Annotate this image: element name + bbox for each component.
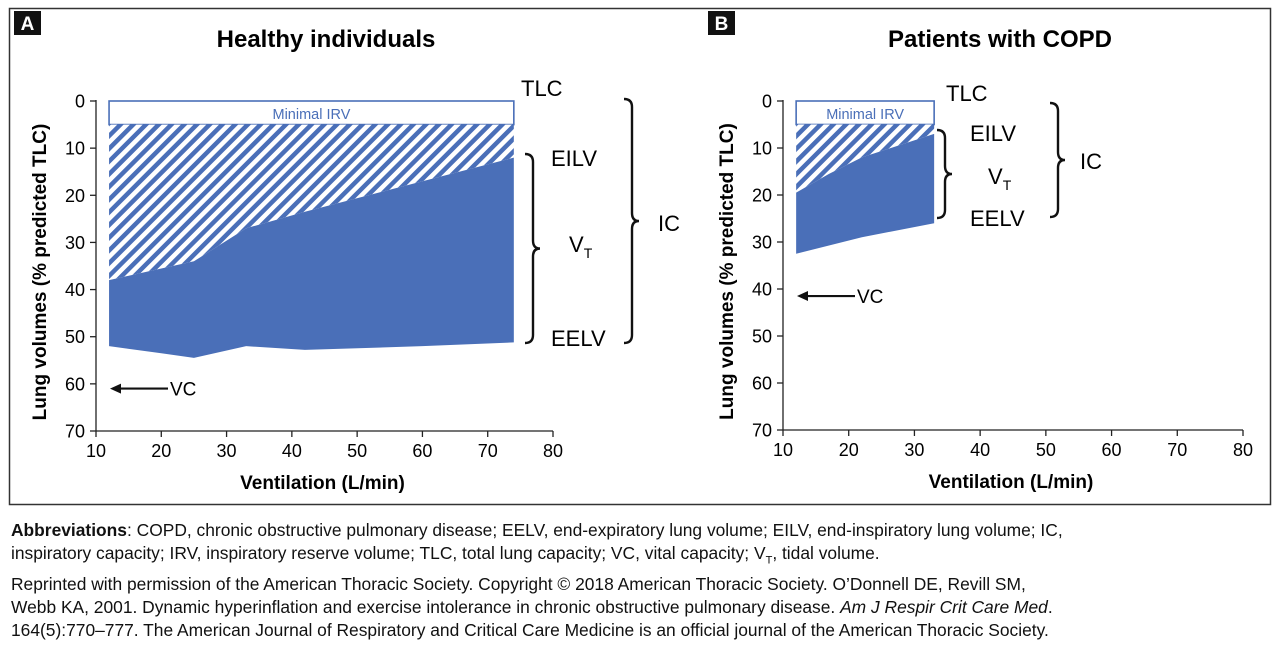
vt-brace: [524, 152, 541, 345]
abbreviations-caption: Abbreviations: COPD, chronic obstructive…: [11, 519, 1273, 572]
y-tick-label: 0: [75, 92, 85, 112]
x-tick-label: 10: [773, 440, 793, 460]
y-axis-label: Lung volumes (% predicted TLC): [30, 124, 51, 421]
panel-badge: [708, 11, 735, 35]
chart-title: Patients with COPD: [888, 26, 1112, 53]
eilv-label: EILV: [551, 146, 597, 171]
y-axis-label: Lung volumes (% predicted TLC): [717, 123, 738, 420]
vc-arrowhead: [797, 291, 808, 302]
y-tick-label: 10: [752, 139, 772, 159]
x-tick-label: 30: [217, 441, 237, 461]
vt-label-main: V: [988, 164, 1003, 189]
y-tick-label: 70: [65, 422, 85, 442]
x-axis-label: Ventilation (L/min): [929, 472, 1094, 493]
ic-label: IC: [1080, 149, 1102, 174]
panel-badge: [14, 11, 41, 35]
vt-brace: [936, 128, 953, 220]
y-tick-label: 30: [752, 233, 772, 253]
tidal-volume-area: [796, 133, 935, 254]
y-tick-label: 60: [65, 374, 85, 394]
irv-hatched-area: [109, 124, 514, 281]
x-tick-label: 50: [347, 441, 367, 461]
panel-badge-label: A: [21, 14, 35, 35]
x-tick-label: 10: [86, 441, 106, 461]
irv-hatched-area: [796, 124, 935, 193]
abbreviations-text-2: inspiratory capacity; IRV, inspiratory r…: [11, 543, 766, 563]
chart-title: Healthy individuals: [217, 26, 436, 53]
tlc-label: TLC: [521, 76, 563, 101]
x-tick-label: 80: [1233, 440, 1253, 460]
x-tick-label: 80: [543, 441, 563, 461]
x-tick-label: 70: [1167, 440, 1187, 460]
reprint-journal: Am J Respir Crit Care Med: [840, 597, 1048, 617]
x-tick-label: 30: [904, 440, 924, 460]
x-tick-label: 20: [839, 440, 859, 460]
vt-label-main: V: [569, 232, 584, 257]
vt-label: VT: [569, 232, 593, 261]
reprint-line-2: Webb KA, 2001. Dynamic hyperinflation an…: [11, 597, 841, 617]
x-tick-label: 60: [412, 441, 432, 461]
vc-label: VC: [857, 287, 883, 308]
vc-label: VC: [170, 380, 196, 401]
y-tick-label: 20: [752, 186, 772, 206]
abbreviations-sub: T: [765, 554, 773, 567]
vt-label-sub: T: [584, 245, 593, 261]
y-tick-label: 50: [752, 327, 772, 347]
y-tick-label: 10: [65, 139, 85, 159]
x-tick-label: 50: [1036, 440, 1056, 460]
eilv-label: EILV: [970, 121, 1016, 146]
panel-badge-label: B: [715, 14, 729, 35]
ic-label: IC: [658, 211, 680, 236]
y-tick-label: 30: [65, 233, 85, 253]
y-tick-label: 40: [65, 280, 85, 300]
y-tick-label: 70: [752, 421, 772, 441]
abbreviations-text-1: : COPD, chronic obstructive pulmonary di…: [126, 520, 1063, 540]
minimal-irv-label: Minimal IRV: [826, 107, 904, 123]
y-tick-label: 50: [65, 327, 85, 347]
vc-arrowhead: [110, 383, 121, 394]
abbreviations-label: Abbreviations: [11, 520, 127, 540]
vt-label: VT: [988, 164, 1012, 193]
x-tick-label: 70: [478, 441, 498, 461]
minimal-irv-label: Minimal IRV: [272, 107, 350, 123]
x-axis-label: Ventilation (L/min): [240, 473, 405, 494]
figure-frame: [8, 7, 1272, 506]
abbreviations-text-3: , tidal volume.: [772, 543, 880, 563]
eelv-label: EELV: [970, 206, 1025, 231]
reprint-caption: Reprinted with permission of the America…: [11, 573, 1273, 642]
ic-brace: [1049, 101, 1066, 219]
reprint-line-2-end: .: [1047, 597, 1053, 617]
x-tick-label: 40: [282, 441, 302, 461]
y-tick-label: 60: [752, 374, 772, 394]
x-tick-label: 20: [151, 441, 171, 461]
reprint-line-1: Reprinted with permission of the America…: [11, 574, 1026, 594]
x-tick-label: 40: [970, 440, 990, 460]
tidal-volume-area: [109, 157, 514, 358]
y-tick-label: 40: [752, 280, 772, 300]
ic-brace: [623, 97, 640, 345]
x-tick-label: 60: [1102, 440, 1122, 460]
eelv-label: EELV: [551, 326, 606, 351]
y-tick-label: 20: [65, 186, 85, 206]
vt-label-sub: T: [1003, 177, 1012, 193]
y-tick-label: 0: [762, 92, 772, 112]
tlc-label: TLC: [946, 81, 988, 106]
reprint-line-3: 164(5):770–777. The American Journal of …: [11, 620, 1049, 640]
